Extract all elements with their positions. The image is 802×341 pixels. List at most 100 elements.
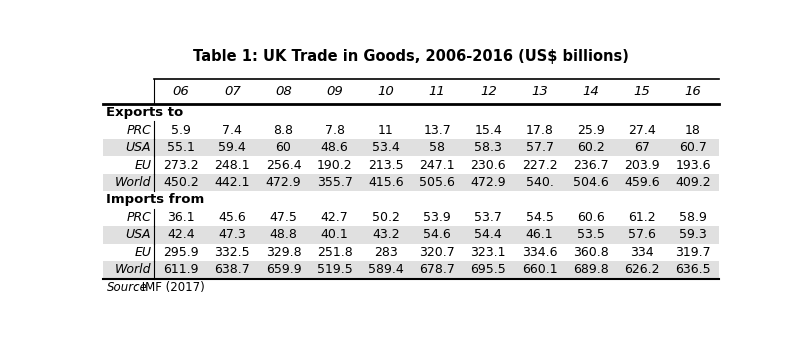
Text: 40.1: 40.1 bbox=[321, 228, 349, 241]
Text: 61.2: 61.2 bbox=[628, 211, 656, 224]
Text: 54.5: 54.5 bbox=[525, 211, 553, 224]
Text: 10: 10 bbox=[378, 85, 395, 98]
Text: 589.4: 589.4 bbox=[368, 263, 404, 276]
Text: PRC: PRC bbox=[127, 211, 152, 224]
Text: USA: USA bbox=[126, 141, 152, 154]
Text: 60.6: 60.6 bbox=[577, 211, 605, 224]
Text: 57.6: 57.6 bbox=[628, 228, 656, 241]
Text: 659.9: 659.9 bbox=[265, 263, 302, 276]
Text: 58.3: 58.3 bbox=[475, 141, 502, 154]
Text: 283: 283 bbox=[374, 246, 398, 259]
Text: 16: 16 bbox=[685, 85, 702, 98]
Text: EU: EU bbox=[134, 159, 152, 172]
Bar bbox=[103, 139, 719, 156]
Text: 355.7: 355.7 bbox=[317, 176, 353, 189]
Text: 12: 12 bbox=[480, 85, 496, 98]
Bar bbox=[103, 191, 719, 209]
Text: 472.9: 472.9 bbox=[265, 176, 302, 189]
Text: 53.7: 53.7 bbox=[475, 211, 502, 224]
Text: 25.9: 25.9 bbox=[577, 124, 605, 137]
Text: 334.6: 334.6 bbox=[522, 246, 557, 259]
Text: 193.6: 193.6 bbox=[675, 159, 711, 172]
Text: 50.2: 50.2 bbox=[372, 211, 400, 224]
Text: 08: 08 bbox=[275, 85, 292, 98]
Text: 248.1: 248.1 bbox=[215, 159, 250, 172]
Text: 695.5: 695.5 bbox=[471, 263, 506, 276]
Text: 43.2: 43.2 bbox=[372, 228, 399, 241]
Text: 472.9: 472.9 bbox=[471, 176, 506, 189]
Text: 42.4: 42.4 bbox=[168, 228, 195, 241]
Text: 06: 06 bbox=[172, 85, 189, 98]
Text: 7.4: 7.4 bbox=[222, 124, 242, 137]
Text: 67: 67 bbox=[634, 141, 650, 154]
Text: 203.9: 203.9 bbox=[624, 159, 660, 172]
Text: Exports to: Exports to bbox=[107, 106, 184, 119]
Text: 60.2: 60.2 bbox=[577, 141, 605, 154]
Text: Imports from: Imports from bbox=[107, 193, 205, 206]
Text: PRC: PRC bbox=[127, 124, 152, 137]
Text: 13: 13 bbox=[531, 85, 548, 98]
Text: 59.4: 59.4 bbox=[218, 141, 246, 154]
Text: 53.9: 53.9 bbox=[423, 211, 451, 224]
Text: 415.6: 415.6 bbox=[368, 176, 403, 189]
Text: 46.1: 46.1 bbox=[525, 228, 553, 241]
Text: World: World bbox=[115, 176, 152, 189]
Text: 450.2: 450.2 bbox=[164, 176, 199, 189]
Text: 48.8: 48.8 bbox=[269, 228, 298, 241]
Text: EU: EU bbox=[134, 246, 152, 259]
Text: 540.: 540. bbox=[525, 176, 553, 189]
Text: 256.4: 256.4 bbox=[265, 159, 302, 172]
Text: 230.6: 230.6 bbox=[471, 159, 506, 172]
Text: 213.5: 213.5 bbox=[368, 159, 403, 172]
Text: 60.7: 60.7 bbox=[679, 141, 707, 154]
Text: 442.1: 442.1 bbox=[215, 176, 250, 189]
Text: 247.1: 247.1 bbox=[419, 159, 455, 172]
Text: 689.8: 689.8 bbox=[573, 263, 609, 276]
Text: 638.7: 638.7 bbox=[214, 263, 250, 276]
Text: 5.9: 5.9 bbox=[172, 124, 191, 137]
Text: 626.2: 626.2 bbox=[624, 263, 660, 276]
Text: Source: Source bbox=[107, 281, 148, 294]
Text: 319.7: 319.7 bbox=[675, 246, 711, 259]
Text: 60: 60 bbox=[276, 141, 291, 154]
Text: 58: 58 bbox=[429, 141, 445, 154]
Text: 409.2: 409.2 bbox=[675, 176, 711, 189]
Text: 13.7: 13.7 bbox=[423, 124, 451, 137]
Text: 59.3: 59.3 bbox=[679, 228, 707, 241]
Text: 45.6: 45.6 bbox=[218, 211, 246, 224]
Text: 236.7: 236.7 bbox=[573, 159, 609, 172]
Text: World: World bbox=[115, 263, 152, 276]
Text: 27.4: 27.4 bbox=[628, 124, 656, 137]
Text: 8.8: 8.8 bbox=[273, 124, 294, 137]
Text: 678.7: 678.7 bbox=[419, 263, 455, 276]
Text: 07: 07 bbox=[224, 85, 241, 98]
Text: 320.7: 320.7 bbox=[419, 246, 455, 259]
Text: 11: 11 bbox=[429, 85, 445, 98]
Text: 09: 09 bbox=[326, 85, 343, 98]
Text: 58.9: 58.9 bbox=[679, 211, 707, 224]
Text: 15.4: 15.4 bbox=[475, 124, 502, 137]
Text: 17.8: 17.8 bbox=[525, 124, 553, 137]
Text: 227.2: 227.2 bbox=[522, 159, 557, 172]
Text: 54.4: 54.4 bbox=[475, 228, 502, 241]
Text: 504.6: 504.6 bbox=[573, 176, 609, 189]
Text: 459.6: 459.6 bbox=[624, 176, 660, 189]
Text: 47.3: 47.3 bbox=[218, 228, 246, 241]
Text: 57.7: 57.7 bbox=[525, 141, 553, 154]
Text: 190.2: 190.2 bbox=[317, 159, 353, 172]
Text: 636.5: 636.5 bbox=[675, 263, 711, 276]
Text: 329.8: 329.8 bbox=[265, 246, 302, 259]
Text: 53.4: 53.4 bbox=[372, 141, 400, 154]
Bar bbox=[103, 174, 719, 191]
Bar bbox=[103, 226, 719, 243]
Text: USA: USA bbox=[126, 228, 152, 241]
Text: 55.1: 55.1 bbox=[168, 141, 195, 154]
Bar bbox=[103, 104, 719, 121]
Text: 7.8: 7.8 bbox=[325, 124, 345, 137]
Text: 334: 334 bbox=[630, 246, 654, 259]
Text: 15: 15 bbox=[634, 85, 650, 98]
Text: 18: 18 bbox=[685, 124, 701, 137]
Text: 332.5: 332.5 bbox=[215, 246, 250, 259]
Text: 251.8: 251.8 bbox=[317, 246, 353, 259]
Text: : IMF (2017): : IMF (2017) bbox=[134, 281, 205, 294]
